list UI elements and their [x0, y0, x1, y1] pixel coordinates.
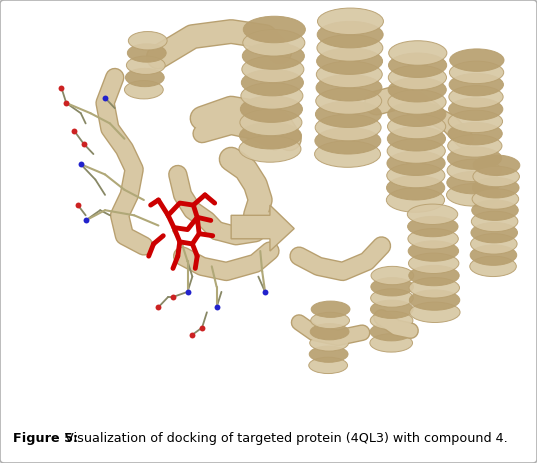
- Ellipse shape: [449, 86, 503, 108]
- Ellipse shape: [473, 177, 519, 198]
- PathPatch shape: [231, 205, 294, 251]
- Ellipse shape: [370, 311, 413, 330]
- Ellipse shape: [315, 114, 381, 141]
- Ellipse shape: [448, 98, 503, 120]
- Ellipse shape: [242, 43, 304, 69]
- Ellipse shape: [473, 155, 520, 175]
- Ellipse shape: [470, 234, 517, 254]
- Text: Visualization of docking of targeted protein (4QL3) with compound 4.: Visualization of docking of targeted pro…: [61, 432, 507, 445]
- Ellipse shape: [310, 324, 349, 340]
- Ellipse shape: [315, 101, 381, 127]
- Ellipse shape: [448, 110, 503, 132]
- Ellipse shape: [316, 75, 382, 101]
- Ellipse shape: [471, 211, 518, 232]
- Ellipse shape: [471, 222, 518, 243]
- Ellipse shape: [239, 136, 301, 162]
- Ellipse shape: [473, 166, 519, 187]
- Ellipse shape: [241, 96, 302, 122]
- Ellipse shape: [126, 56, 165, 75]
- Ellipse shape: [243, 30, 305, 56]
- Ellipse shape: [408, 229, 458, 249]
- Ellipse shape: [387, 151, 445, 175]
- Point: [57, 84, 66, 91]
- Ellipse shape: [446, 184, 501, 206]
- Ellipse shape: [472, 189, 519, 209]
- Ellipse shape: [471, 200, 518, 220]
- Ellipse shape: [309, 346, 348, 363]
- Ellipse shape: [241, 69, 303, 96]
- Ellipse shape: [388, 90, 446, 114]
- Text: Figure 5:: Figure 5:: [13, 432, 78, 445]
- Point: [74, 201, 82, 209]
- Ellipse shape: [311, 301, 350, 318]
- Point: [76, 161, 85, 168]
- Ellipse shape: [317, 21, 383, 48]
- Ellipse shape: [449, 74, 503, 96]
- Ellipse shape: [387, 139, 445, 163]
- Point: [154, 303, 163, 311]
- Ellipse shape: [388, 102, 446, 126]
- Point: [101, 94, 110, 101]
- Ellipse shape: [240, 109, 302, 136]
- Ellipse shape: [316, 88, 382, 114]
- Ellipse shape: [409, 265, 459, 286]
- Ellipse shape: [409, 253, 459, 274]
- Ellipse shape: [386, 188, 445, 212]
- Point: [198, 324, 206, 332]
- Ellipse shape: [388, 77, 446, 102]
- Point: [188, 331, 197, 338]
- Ellipse shape: [409, 278, 460, 298]
- Ellipse shape: [388, 53, 447, 77]
- Ellipse shape: [410, 302, 460, 323]
- Ellipse shape: [389, 41, 447, 65]
- Ellipse shape: [447, 171, 501, 194]
- Ellipse shape: [449, 61, 504, 84]
- Ellipse shape: [409, 290, 460, 310]
- Ellipse shape: [317, 48, 382, 75]
- Ellipse shape: [370, 323, 413, 341]
- Ellipse shape: [127, 44, 166, 62]
- Point: [183, 288, 192, 295]
- Point: [79, 140, 88, 148]
- Ellipse shape: [388, 65, 446, 90]
- Ellipse shape: [371, 266, 413, 285]
- Ellipse shape: [128, 31, 167, 50]
- Ellipse shape: [126, 69, 164, 87]
- Ellipse shape: [317, 35, 383, 61]
- Ellipse shape: [387, 126, 446, 151]
- Ellipse shape: [470, 256, 517, 276]
- Point: [82, 217, 90, 224]
- Ellipse shape: [243, 16, 306, 43]
- Ellipse shape: [449, 49, 504, 71]
- Ellipse shape: [311, 313, 350, 329]
- Ellipse shape: [317, 8, 383, 35]
- Point: [169, 293, 177, 300]
- Ellipse shape: [470, 245, 517, 265]
- Ellipse shape: [240, 122, 301, 149]
- Ellipse shape: [448, 122, 502, 145]
- Ellipse shape: [387, 163, 445, 188]
- Ellipse shape: [371, 278, 413, 296]
- Ellipse shape: [370, 334, 412, 352]
- Ellipse shape: [125, 81, 163, 99]
- Point: [70, 127, 78, 134]
- Ellipse shape: [447, 159, 502, 181]
- Point: [261, 288, 270, 295]
- Ellipse shape: [242, 56, 304, 82]
- Ellipse shape: [387, 175, 445, 200]
- Point: [212, 303, 221, 311]
- Ellipse shape: [447, 147, 502, 169]
- Ellipse shape: [241, 82, 303, 109]
- Ellipse shape: [408, 216, 458, 237]
- Ellipse shape: [371, 300, 413, 319]
- Ellipse shape: [371, 289, 413, 307]
- Ellipse shape: [316, 61, 382, 88]
- Ellipse shape: [388, 114, 446, 139]
- Ellipse shape: [315, 127, 381, 154]
- Ellipse shape: [448, 135, 502, 157]
- Ellipse shape: [315, 141, 381, 167]
- Ellipse shape: [407, 204, 458, 225]
- Ellipse shape: [310, 335, 349, 351]
- Ellipse shape: [408, 241, 459, 261]
